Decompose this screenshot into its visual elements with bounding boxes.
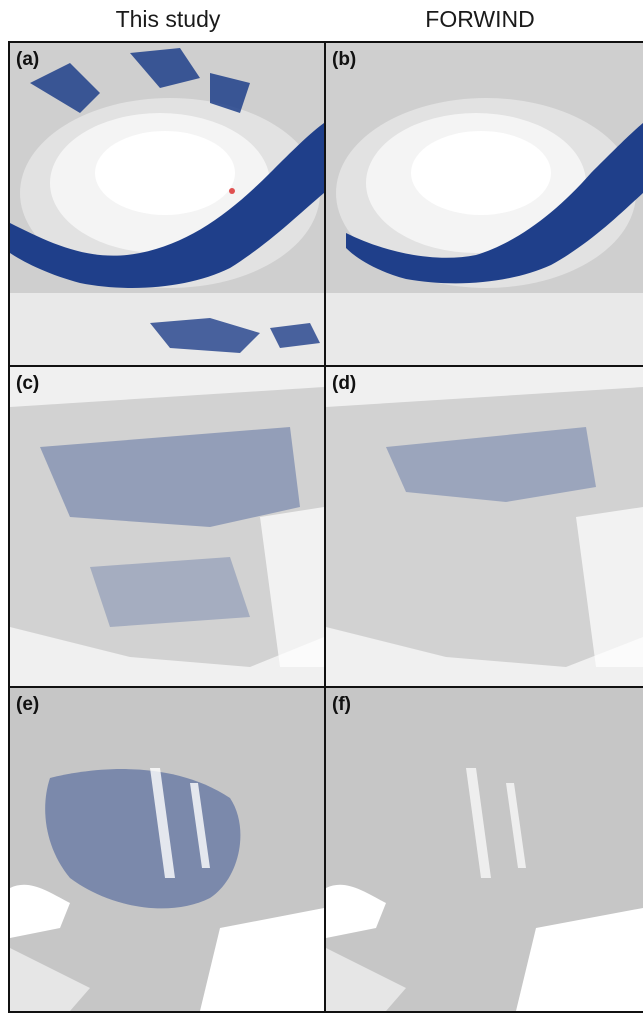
panel-d-image [326, 367, 643, 686]
panel-f-map: (f) [326, 688, 643, 1011]
panel-label-a: (a) [16, 49, 40, 70]
column-title-forwind: FORWIND [425, 6, 535, 32]
panel-e-image [10, 688, 324, 1011]
map-panel-grid: (a) (b) (c) (d) [8, 41, 643, 1013]
panel-b-map: (b) [326, 43, 643, 365]
panel-c-image [10, 367, 324, 686]
panel-label-e: (e) [16, 694, 40, 715]
panel-a-image [10, 43, 324, 365]
panel-d-map: (d) [326, 367, 643, 686]
panel-a-map: (a) [10, 43, 324, 365]
panel-label-b: (b) [332, 49, 357, 70]
column-title-this-study: This study [115, 6, 221, 32]
panel-c-map: (c) [10, 367, 324, 686]
panel-b-image [326, 43, 643, 365]
panel-label-c: (c) [16, 373, 40, 394]
panel-e-map: (e) [10, 688, 324, 1011]
panel-label-f: (f) [332, 694, 351, 715]
panel-label-d: (d) [332, 373, 357, 394]
panel-f-image [326, 688, 643, 1011]
